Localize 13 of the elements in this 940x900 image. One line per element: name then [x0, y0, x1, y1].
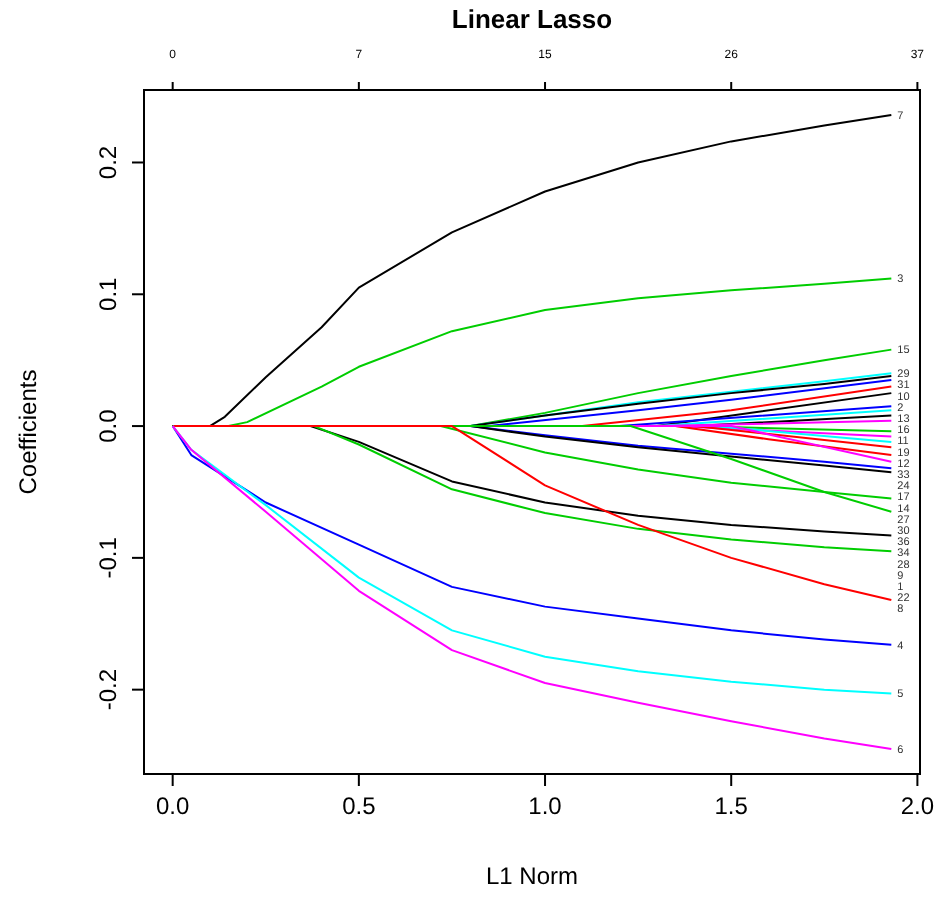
x-tick-label: 0.0: [155, 792, 190, 820]
x-tick-label: 0.5: [342, 792, 377, 820]
y-axis-title: Coefficients: [14, 369, 42, 495]
chart-title: Linear Lasso: [451, 4, 613, 34]
y-tick-label: 0.1: [94, 276, 122, 311]
y-tick-label: -0.2: [94, 668, 122, 711]
x-tick-label: 2.0: [900, 792, 935, 820]
x-axis-title: L1 Norm: [485, 862, 579, 890]
x-tick-label: 1.5: [714, 792, 749, 820]
y-tick-label: 0.0: [94, 408, 122, 443]
y-tick-label: -0.1: [94, 536, 122, 579]
x-tick-label: 1.0: [528, 792, 563, 820]
y-tick-label: 0.2: [94, 145, 122, 180]
